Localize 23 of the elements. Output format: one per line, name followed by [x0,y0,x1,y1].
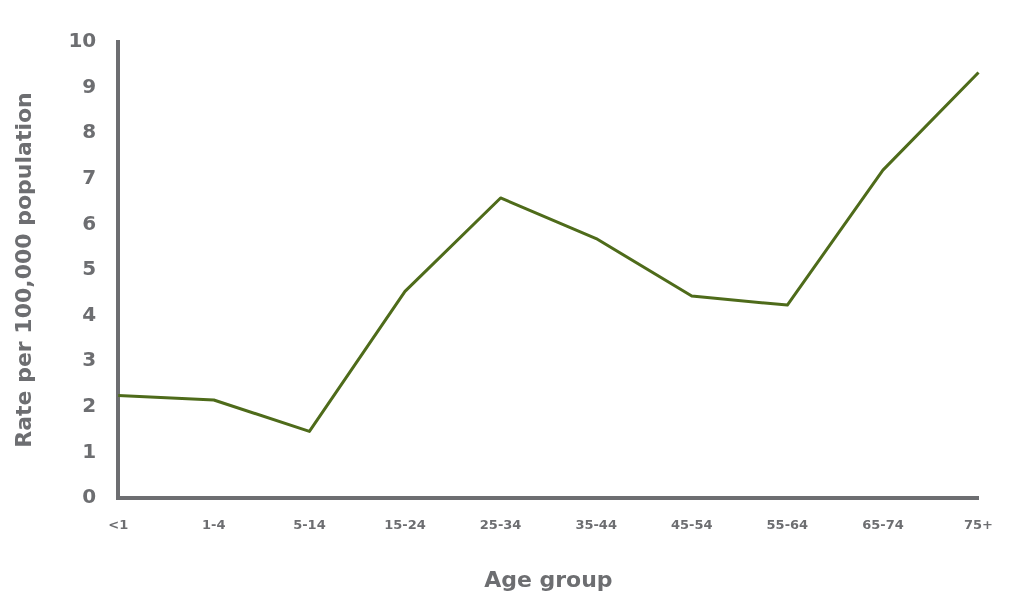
y-tick-label: 7 [82,165,97,189]
x-tick-label: 25-34 [479,517,522,533]
x-tick-label: 35-44 [575,517,617,533]
x-tick-label: 45-54 [670,517,713,533]
y-tick-label: 5 [82,256,97,281]
x-tick-label: 15-24 [384,517,426,533]
x-tick-label: 5-14 [293,517,326,533]
y-tick-label: 2 [82,393,97,417]
x-tick-label: 75+ [964,517,993,533]
y-tick-label: 8 [82,119,97,144]
y-tick-label: 4 [82,301,97,326]
y-tick-label: 6 [82,210,97,235]
x-tick-label: <1 [108,517,129,533]
x-tick-label: 55-64 [766,517,809,533]
y-tick-label: 3 [82,347,97,372]
y-tick-label: 1 [82,438,97,463]
x-axis-title: Age group [484,566,613,592]
y-tick-label: 0 [82,484,97,509]
y-tick-label: 9 [82,73,97,98]
y-axis-title: Rate per 100,000 population [10,92,36,448]
x-tick-label: 65-74 [862,517,904,533]
x-tick-label: 1-4 [202,517,226,533]
y-tick-label: 10 [68,28,97,53]
